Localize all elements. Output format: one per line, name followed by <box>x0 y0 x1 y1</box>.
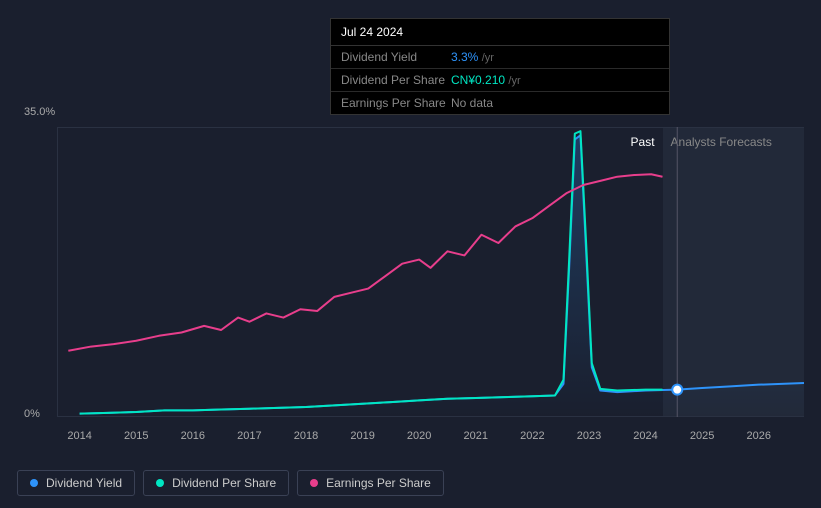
tooltip-row-value: 3.3% /yr <box>451 50 494 64</box>
legend-item[interactable]: Earnings Per Share <box>297 470 444 496</box>
x-tick: 2024 <box>633 430 657 442</box>
series-area <box>80 135 804 417</box>
legend-item[interactable]: Dividend Yield <box>17 470 135 496</box>
y-axis-min-label: 0% <box>24 408 40 420</box>
x-tick: 2016 <box>181 430 205 442</box>
x-tick: 2023 <box>577 430 601 442</box>
chart-svg <box>57 127 804 417</box>
hover-marker <box>672 385 682 395</box>
y-axis-max-label: 35.0% <box>24 106 55 118</box>
tooltip-row: Dividend Yield3.3% /yr <box>331 46 669 69</box>
x-tick: 2021 <box>464 430 488 442</box>
tooltip-rows: Dividend Yield3.3% /yrDividend Per Share… <box>331 46 669 114</box>
x-tick: 2025 <box>690 430 714 442</box>
tooltip-row-label: Dividend Per Share <box>341 73 451 87</box>
legend-label: Earnings Per Share <box>326 476 431 490</box>
tooltip-row-value: CN¥0.210 /yr <box>451 73 521 87</box>
x-tick: 2018 <box>294 430 318 442</box>
chart-container: 35.0% 0% Past Analysts Forecasts 2014201… <box>17 100 804 460</box>
legend-label: Dividend Yield <box>46 476 122 490</box>
tooltip-row: Dividend Per ShareCN¥0.210 /yr <box>331 69 669 92</box>
x-tick: 2019 <box>350 430 374 442</box>
legend-dot-icon <box>30 479 38 487</box>
tooltip-date: Jul 24 2024 <box>331 19 669 46</box>
legend-dot-icon <box>156 479 164 487</box>
tooltip-row-label: Earnings Per Share <box>341 96 451 110</box>
legend: Dividend Yield Dividend Per Share Earnings… <box>17 470 444 496</box>
series-line <box>80 135 804 413</box>
tooltip-row-label: Dividend Yield <box>341 50 451 64</box>
tooltip-row-value: No data <box>451 96 493 110</box>
x-tick: 2017 <box>237 430 261 442</box>
x-tick: 2014 <box>67 430 91 442</box>
x-tick: 2022 <box>520 430 544 442</box>
chart-tooltip: Jul 24 2024 Dividend Yield3.3% /yrDivide… <box>330 18 670 115</box>
legend-item[interactable]: Dividend Per Share <box>143 470 289 496</box>
x-tick: 2026 <box>746 430 770 442</box>
x-axis-labels: 2014 2015 2016 2017 2018 2019 2020 2021 2022 2023… <box>57 430 804 450</box>
legend-dot-icon <box>310 479 318 487</box>
tooltip-row: Earnings Per ShareNo data <box>331 92 669 114</box>
x-tick: 2015 <box>124 430 148 442</box>
x-tick: 2020 <box>407 430 431 442</box>
legend-label: Dividend Per Share <box>172 476 276 490</box>
plot-area[interactable]: Past Analysts Forecasts <box>57 127 804 417</box>
